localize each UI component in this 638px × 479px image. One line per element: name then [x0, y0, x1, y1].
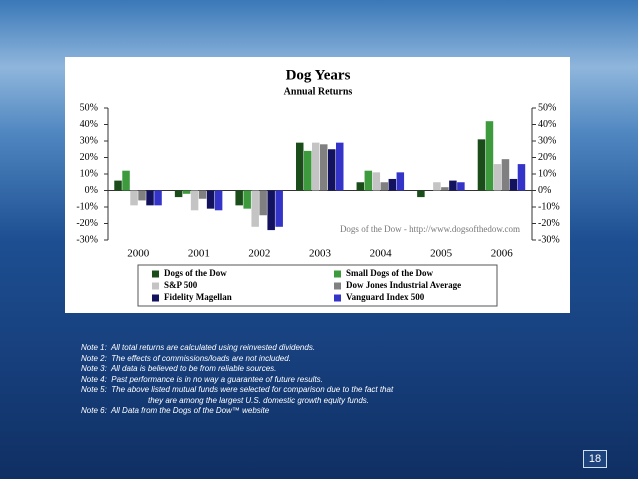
legend-swatch [152, 270, 159, 278]
legend-swatch [334, 282, 341, 290]
x-tick-label: 2004 [370, 248, 393, 260]
bar [243, 190, 251, 209]
y-tick-label: -20% [76, 218, 98, 229]
legend-swatch [152, 282, 159, 290]
bar [320, 144, 328, 191]
y2-tick-label: 20% [538, 152, 556, 163]
bar [388, 178, 397, 191]
bar [449, 180, 457, 191]
y-tick-label: -30% [76, 234, 98, 245]
bar [493, 164, 502, 191]
legend-swatch [334, 294, 341, 302]
bar [259, 190, 267, 216]
y2-tick-label: -20% [538, 218, 560, 229]
bar [364, 170, 373, 191]
note: Note 1: All total returns are calculated… [81, 343, 316, 352]
page-number: 18 [583, 450, 607, 468]
bar [517, 164, 526, 191]
y-tick-label: 0% [85, 185, 98, 196]
y-tick-label: 10% [80, 168, 98, 179]
y2-tick-label: -10% [538, 201, 560, 212]
bar [146, 190, 154, 206]
bar [380, 182, 389, 191]
y2-tick-label: 40% [538, 119, 556, 130]
legend-label: Dow Jones Industrial Average [346, 280, 461, 290]
y2-tick-label: 50% [538, 102, 556, 113]
bar [417, 190, 425, 198]
bar [214, 190, 223, 211]
bar [251, 190, 259, 227]
note: Note 3: All data is believed to be from … [81, 364, 277, 373]
bar [485, 121, 494, 191]
bar [501, 159, 510, 191]
legend-label: Small Dogs of the Dow [346, 268, 433, 278]
x-tick-label: 2000 [127, 248, 150, 260]
legend-label: Dogs of the Dow [164, 268, 227, 278]
y2-tick-label: -30% [538, 234, 560, 245]
bar [198, 190, 207, 199]
bar [114, 180, 122, 191]
legend-swatch [334, 270, 341, 278]
bar [296, 142, 304, 191]
y2-tick-label: 0% [538, 185, 551, 196]
chart-subtitle: Annual Returns [284, 86, 353, 97]
note: Note 4: Past performance is in no way a … [81, 374, 323, 384]
bar [328, 149, 336, 191]
note: they are among the largest U.S. domestic… [148, 395, 370, 405]
legend-label: Fidelity Magellan [164, 292, 232, 302]
bar [433, 182, 441, 191]
y-tick-label: 30% [80, 135, 98, 146]
x-tick-label: 2003 [309, 248, 332, 260]
bar [138, 190, 146, 201]
bar [154, 190, 162, 206]
bar [336, 142, 344, 191]
bar [356, 182, 365, 191]
y-tick-label: 50% [80, 102, 98, 113]
bar [457, 182, 465, 191]
y-tick-label: -10% [76, 201, 98, 212]
bar [235, 190, 243, 206]
legend-label: Vanguard Index 500 [346, 292, 425, 302]
legend-swatch [152, 294, 159, 302]
bar [275, 190, 283, 227]
x-tick-label: 2006 [491, 248, 514, 260]
bar [509, 178, 518, 191]
bar [312, 142, 320, 191]
bar [267, 190, 275, 231]
note: Note 6: All Data from the Dogs of the Do… [81, 406, 270, 415]
note: Note 5: The above listed mutual funds we… [81, 385, 394, 394]
bar [122, 170, 130, 191]
bar [206, 190, 215, 209]
bar [396, 172, 405, 191]
legend-label: S&P 500 [164, 280, 198, 290]
bar [477, 139, 486, 191]
annotation: Dogs of the Dow - http://www.dogsofthedo… [340, 224, 520, 234]
y2-tick-label: 10% [538, 168, 556, 179]
bar [441, 187, 449, 191]
bar [182, 190, 191, 194]
bar [372, 172, 381, 191]
chart-title: Dog Years [286, 67, 351, 83]
x-tick-label: 2002 [248, 248, 270, 260]
y-tick-label: 40% [80, 119, 98, 130]
bar [174, 190, 183, 198]
note: Note 2: The effects of commissions/loads… [81, 353, 291, 363]
bar [130, 190, 138, 206]
y2-tick-label: 30% [538, 135, 556, 146]
x-tick-label: 2001 [188, 248, 210, 260]
y-tick-label: 20% [80, 152, 98, 163]
bar [304, 150, 312, 191]
legend-box [137, 264, 498, 307]
x-tick-label: 2005 [430, 248, 453, 260]
bar [190, 190, 199, 211]
